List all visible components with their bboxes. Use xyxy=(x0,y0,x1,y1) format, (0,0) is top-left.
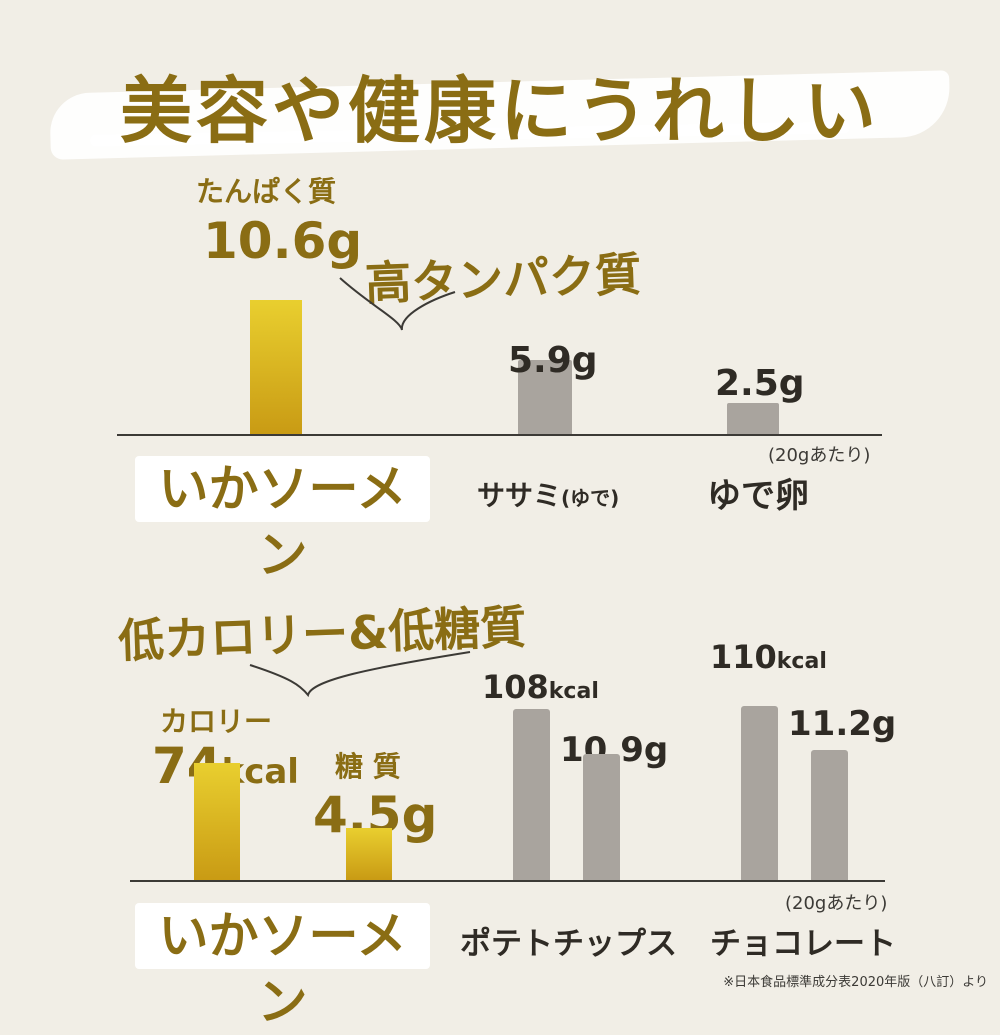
bar-choco-sugar xyxy=(811,750,848,880)
bar-chips-calorie xyxy=(513,709,550,880)
bar-choco-calorie xyxy=(741,706,778,880)
chips-calorie-number: 108 xyxy=(482,668,549,706)
bar-ika-protein xyxy=(250,300,302,434)
page-title: 美容や健康にうれしい xyxy=(119,69,880,153)
protein-metric-label: たんぱく質 xyxy=(196,175,337,208)
choco-category-label: チョコレート xyxy=(710,926,896,962)
bar-ika-calorie xyxy=(194,763,240,880)
sasami-category-label: ササミ(ゆで) xyxy=(477,474,619,514)
calorie-chart-baseline xyxy=(130,880,885,882)
ika-protein-value-label: 10.6g xyxy=(203,212,363,270)
ika-name-box-calorie: いかソーメン xyxy=(135,903,430,1031)
sasami-protein-value-label: 5.9g xyxy=(508,340,598,381)
chips-calorie-unit: kcal xyxy=(548,679,599,704)
sugar-series-label: 糖 質 xyxy=(335,750,401,783)
protein-per-20g-note: (20gあたり) xyxy=(768,445,871,466)
choco-calorie-unit: kcal xyxy=(776,649,827,674)
chips-calorie-value-label: 108kcal xyxy=(482,668,599,706)
choco-calorie-number: 110 xyxy=(710,638,777,676)
bar-egg-protein xyxy=(727,402,779,434)
sasami-name-sub: (ゆで) xyxy=(561,486,620,510)
egg-category-label: ゆで卵 xyxy=(707,476,809,516)
chips-category-label: ポテトチップス xyxy=(460,926,677,962)
ika-category-label-calorie: いかソーメン xyxy=(158,907,407,1031)
sasami-name-main: ササミ xyxy=(477,479,562,512)
speech-tail-calorie xyxy=(249,651,471,698)
egg-protein-value-label: 2.5g xyxy=(715,363,805,404)
bar-ika-sugar xyxy=(346,827,392,880)
choco-calorie-value-label: 110kcal xyxy=(710,638,827,676)
bar-chips-sugar xyxy=(583,753,620,880)
choco-sugar-value-label: 11.2g xyxy=(788,704,897,744)
calorie-per-20g-note: (20gあたり) xyxy=(785,893,888,914)
protein-chart-baseline xyxy=(117,434,882,436)
source-footnote: ※日本食品標準成分表2020年版（八訂）より xyxy=(723,975,988,990)
speech-tail-protein xyxy=(339,277,456,331)
bar-sasami-protein xyxy=(518,359,572,434)
ika-category-label-protein: いかソーメン xyxy=(158,460,407,584)
ika-name-box-protein: いかソーメン xyxy=(135,456,430,584)
calorie-series-label: カロリー xyxy=(160,705,273,738)
